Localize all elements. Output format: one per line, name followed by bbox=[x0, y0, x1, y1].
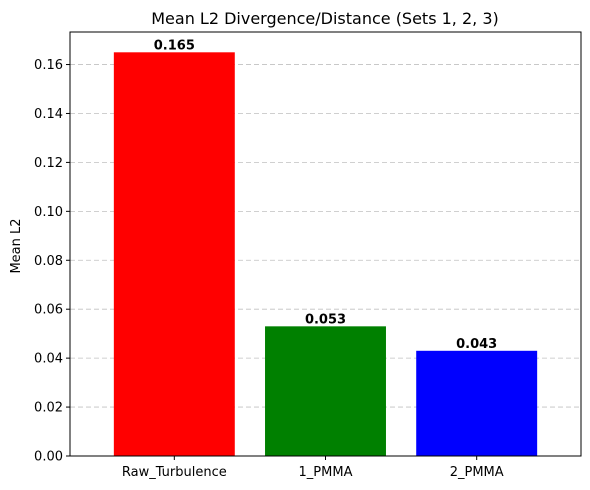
bar-value-label: 0.053 bbox=[305, 312, 346, 327]
y-tick-label: 0.16 bbox=[34, 58, 63, 73]
y-tick-label: 0.10 bbox=[34, 205, 63, 220]
chart-title: Mean L2 Divergence/Distance (Sets 1, 2, … bbox=[151, 9, 499, 28]
y-tick-label: 0.08 bbox=[34, 254, 63, 269]
x-tick-label: 2_PMMA bbox=[450, 465, 504, 480]
y-tick-label: 0.06 bbox=[34, 303, 63, 318]
y-tick-label: 0.12 bbox=[34, 156, 63, 171]
bar-value-label: 0.165 bbox=[154, 38, 195, 53]
y-tick-label: 0.04 bbox=[34, 352, 63, 367]
x-tick-label: 1_PMMA bbox=[299, 465, 353, 480]
bars bbox=[113, 52, 538, 457]
bar bbox=[113, 52, 235, 457]
y-axis-ticks: 0.00 0.02 0.04 0.06 0.08 0.10 0.12 0.14 0.16 bbox=[34, 58, 70, 465]
x-tick-label: Raw_Turbulence bbox=[122, 465, 227, 480]
bar-value-labels: 0.165 0.053 0.043 bbox=[154, 38, 497, 351]
y-tick-label: 0.02 bbox=[34, 401, 63, 416]
bar bbox=[416, 350, 538, 456]
bar-value-label: 0.043 bbox=[456, 337, 497, 352]
y-axis-label: Mean L2 bbox=[9, 218, 24, 273]
x-axis-ticks: Raw_Turbulence 1_PMMA 2_PMMA bbox=[122, 456, 504, 480]
y-tick-label: 0.14 bbox=[34, 107, 63, 122]
y-tick-label: 0.00 bbox=[34, 450, 63, 465]
bar bbox=[265, 326, 386, 456]
